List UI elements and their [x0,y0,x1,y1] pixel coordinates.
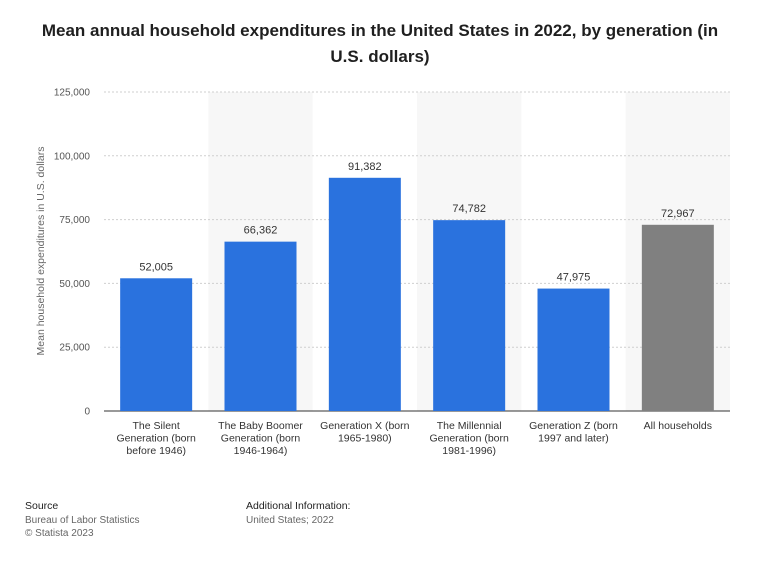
value-label: 47,975 [557,272,591,284]
x-tick-label: Generation Z (born [529,420,618,432]
y-tick-label: 50,000 [59,279,90,290]
value-labels: 52,005 66,362 91,382 74,782 47,975 72,967 [139,161,694,284]
chart-title: Mean annual household expenditures in th… [41,21,719,66]
x-tick-label: 1965-1980) [338,433,392,445]
y-tick-label: 0 [84,407,90,418]
bars [120,177,714,411]
source-line: Bureau of Labor Statistics [25,515,140,526]
y-tick-label: 75,000 [59,215,90,226]
x-tick-label: The Baby Boomer [218,420,303,432]
bar [537,288,610,411]
info-line: United States; 2022 [246,515,334,526]
value-label: 52,005 [139,261,173,273]
x-tick-label: 1946-1964) [234,445,288,457]
x-tick-label: Generation (born [221,433,301,445]
gridlines [104,91,730,412]
x-tick-label: Generation (born [116,433,196,445]
x-tick-label: 1981-1996) [442,445,496,457]
y-axis-ticks: 0 25,000 50,000 75,000 100,000 125,000 [54,88,91,418]
y-tick-label: 100,000 [54,151,91,162]
y-tick-label: 125,000 [54,88,91,99]
x-tick-label: All households [644,420,712,432]
bar [120,278,193,411]
source-block: Source Bureau of Labor Statistics © Stat… [25,500,140,540]
value-label: 91,382 [348,161,382,173]
x-tick-label: 1997 and later) [538,433,609,445]
x-tick-label: The Millennial [437,420,502,432]
value-label: 66,362 [244,225,278,237]
info-heading: Additional Information: [246,500,351,512]
value-label: 72,967 [661,208,695,220]
y-axis-label: Mean household expenditures in U.S. doll… [35,147,47,356]
value-label: 74,782 [452,203,486,215]
bar [328,177,401,411]
x-tick-label: The Silent [133,420,180,432]
x-tick-label: Generation X (born [320,420,409,432]
x-tick-label: Generation (born [429,433,509,445]
y-tick-label: 25,000 [59,343,90,354]
bar [641,224,714,411]
copyright-line: © Statista 2023 [25,528,94,539]
source-heading: Source [25,500,59,512]
additional-info-block: Additional Information: United States; 2… [246,500,350,527]
bar [224,241,297,411]
bar [433,220,506,411]
x-tick-label: before 1946) [126,445,186,457]
